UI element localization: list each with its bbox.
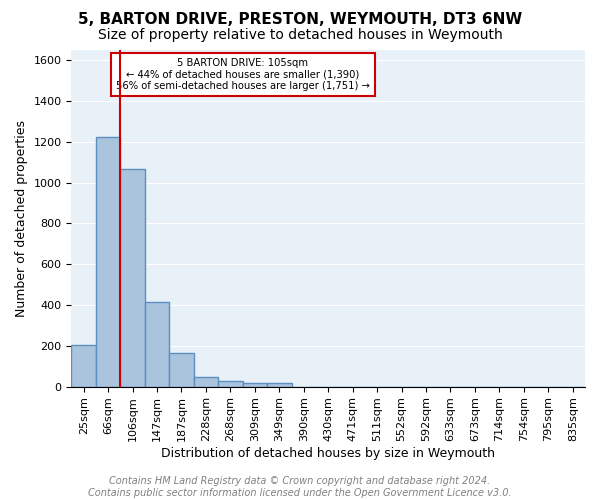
Text: 5, BARTON DRIVE, PRESTON, WEYMOUTH, DT3 6NW: 5, BARTON DRIVE, PRESTON, WEYMOUTH, DT3 … <box>78 12 522 28</box>
Text: Contains HM Land Registry data © Crown copyright and database right 2024.
Contai: Contains HM Land Registry data © Crown c… <box>88 476 512 498</box>
Bar <box>267 383 292 386</box>
Text: Size of property relative to detached houses in Weymouth: Size of property relative to detached ho… <box>98 28 502 42</box>
Bar <box>242 383 267 386</box>
Bar <box>121 170 145 386</box>
Bar <box>71 345 96 387</box>
Bar <box>218 381 242 386</box>
Text: 5 BARTON DRIVE: 105sqm
← 44% of detached houses are smaller (1,390)
56% of semi-: 5 BARTON DRIVE: 105sqm ← 44% of detached… <box>116 58 370 91</box>
X-axis label: Distribution of detached houses by size in Weymouth: Distribution of detached houses by size … <box>161 447 495 460</box>
Bar <box>96 136 121 386</box>
Bar <box>169 354 194 386</box>
Y-axis label: Number of detached properties: Number of detached properties <box>15 120 28 317</box>
Bar <box>194 377 218 386</box>
Bar <box>145 302 169 386</box>
